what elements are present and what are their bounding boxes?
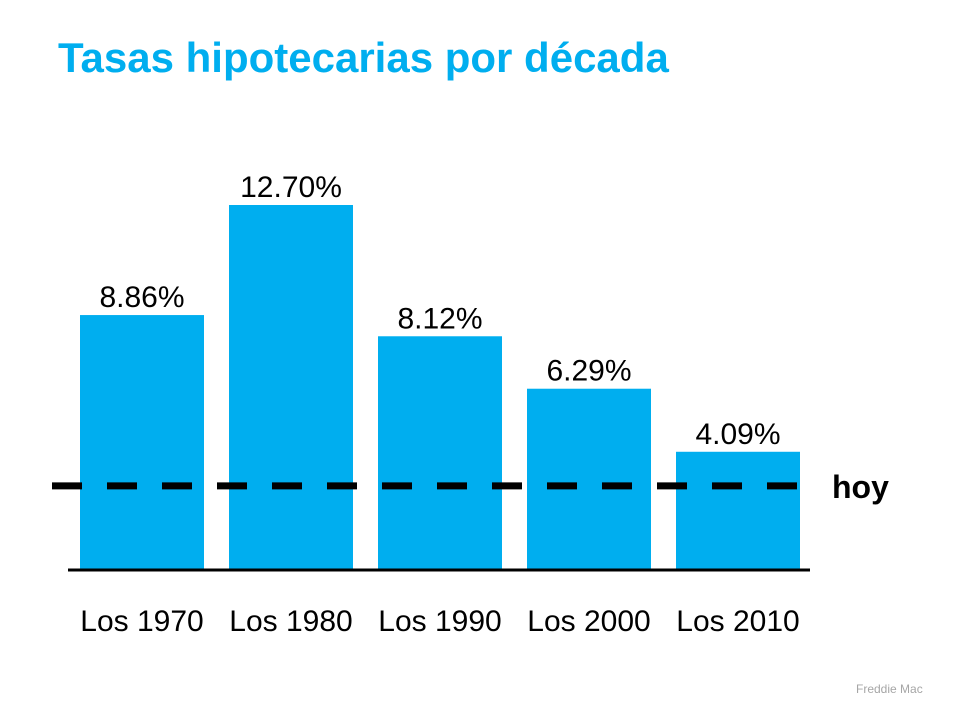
data-label: 4.09% [695,418,780,451]
bar-los-2000 [527,388,651,569]
bar-los-1970 [80,315,204,569]
bar-los-1980 [229,205,353,569]
data-label: 8.86% [99,281,184,314]
data-label: 12.70% [240,171,342,204]
category-label: Los 1970 [80,605,203,638]
data-label: 6.29% [546,355,631,388]
source-credit: Freddie Mac [856,682,923,696]
bar-los-1990 [378,336,502,569]
bar-los-2010 [676,451,800,569]
chart-title: Tasas hipotecarias por década [58,34,669,81]
category-label: Los 1980 [229,605,352,638]
reference-line-label: hoy [832,469,889,505]
category-label: Los 2010 [676,605,799,638]
category-label: Los 1990 [378,605,501,638]
data-label: 8.12% [397,302,482,335]
category-label: Los 2000 [527,605,650,638]
